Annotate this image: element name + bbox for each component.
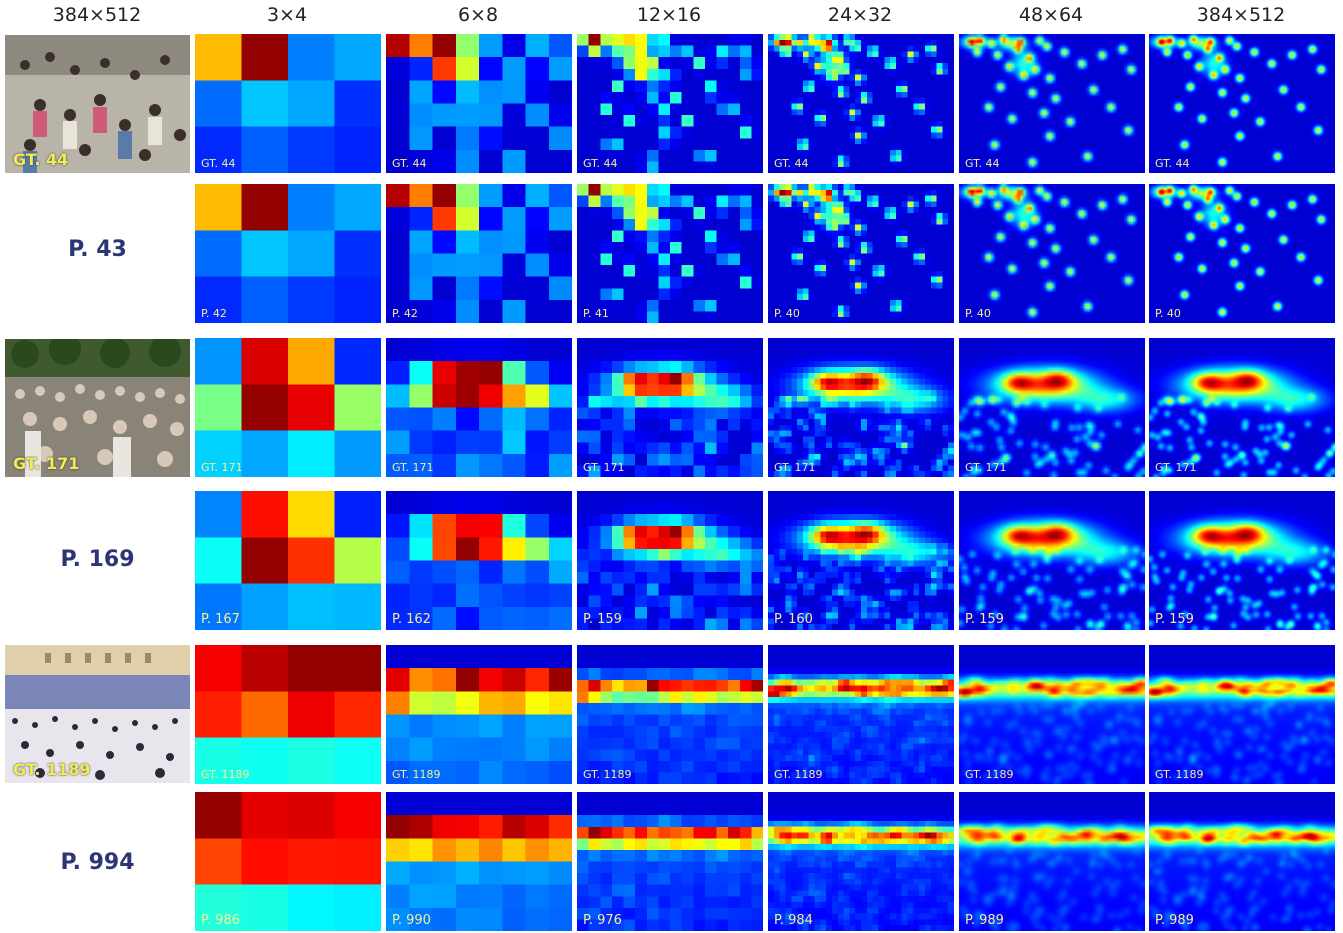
- density-map: P. 42: [195, 184, 381, 323]
- map-count-label: GT. 1189: [583, 768, 632, 781]
- density-map: P. 990: [386, 792, 572, 931]
- map-count-label: P. 984: [774, 913, 813, 928]
- crowd-photo-image: [5, 35, 190, 173]
- density-map: P. 41: [577, 184, 763, 323]
- header-full-res: 384×512: [1196, 4, 1286, 26]
- density-map: P. 162: [386, 491, 572, 630]
- map-count-label: GT. 1189: [392, 768, 441, 781]
- map-count-label: P. 162: [392, 612, 431, 627]
- map-count-label: GT. 1189: [1155, 768, 1204, 781]
- prediction-count: P. 994: [60, 850, 135, 875]
- map-count-label: P. 989: [1155, 913, 1194, 928]
- map-count-label: P. 42: [201, 307, 227, 320]
- density-map: GT. 1189: [195, 645, 381, 784]
- map-count-label: P. 160: [774, 612, 813, 627]
- density-map: GT. 171: [1149, 338, 1335, 477]
- gt-count-label: GT. 44: [13, 150, 69, 169]
- map-count-label: GT. 44: [201, 157, 236, 170]
- density-map: P. 989: [959, 792, 1145, 931]
- map-count-label: GT. 1189: [774, 768, 823, 781]
- density-map: P. 159: [577, 491, 763, 630]
- density-map: GT. 171: [195, 338, 381, 477]
- density-map: GT. 1189: [386, 645, 572, 784]
- map-count-label: P. 976: [583, 913, 622, 928]
- prediction-count: P. 169: [60, 547, 135, 572]
- map-count-label: P. 167: [201, 612, 240, 627]
- map-count-label: P. 159: [965, 612, 1004, 627]
- map-count-label: GT. 1189: [965, 768, 1014, 781]
- map-count-label: GT. 44: [774, 157, 809, 170]
- density-map: GT. 171: [959, 338, 1145, 477]
- density-map: P. 167: [195, 491, 381, 630]
- map-count-label: P. 159: [1155, 612, 1194, 627]
- map-count-label: P. 41: [583, 307, 609, 320]
- density-map: GT. 171: [577, 338, 763, 477]
- density-map: GT. 1189: [959, 645, 1145, 784]
- crowd-photo-image: [5, 645, 190, 783]
- density-map: GT. 1189: [768, 645, 954, 784]
- map-count-label: P. 40: [1155, 307, 1181, 320]
- header-24x32: 24×32: [827, 4, 893, 26]
- density-map: GT. 171: [386, 338, 572, 477]
- map-count-label: GT. 171: [1155, 461, 1197, 474]
- density-map: GT. 44: [386, 34, 572, 173]
- density-map: GT. 1189: [577, 645, 763, 784]
- gt-count-label: GT. 1189: [13, 760, 91, 779]
- density-map: GT. 44: [959, 34, 1145, 173]
- density-map: P. 42: [386, 184, 572, 323]
- crowd-photo-1: GT. 44: [5, 35, 190, 173]
- header-input-image: 384×512: [52, 4, 142, 26]
- header-3x4: 3×4: [266, 4, 308, 26]
- map-count-label: P. 40: [965, 307, 991, 320]
- map-count-label: GT. 171: [201, 461, 243, 474]
- crowd-photo-image: [5, 339, 190, 477]
- density-map: P. 40: [959, 184, 1145, 323]
- prediction-count: P. 43: [68, 237, 127, 262]
- density-map: GT. 44: [1149, 34, 1335, 173]
- map-count-label: GT. 171: [965, 461, 1007, 474]
- density-map: GT. 1189: [1149, 645, 1335, 784]
- map-count-label: GT. 171: [392, 461, 434, 474]
- map-count-label: GT. 171: [774, 461, 816, 474]
- header-48x64: 48×64: [1018, 4, 1084, 26]
- density-map: P. 40: [1149, 184, 1335, 323]
- gt-count-label: GT. 171: [13, 454, 80, 473]
- density-map: P. 986: [195, 792, 381, 931]
- density-map: P. 40: [768, 184, 954, 323]
- map-count-label: GT. 1189: [201, 768, 250, 781]
- map-count-label: GT. 44: [965, 157, 1000, 170]
- map-count-label: P. 990: [392, 913, 431, 928]
- map-count-label: P. 986: [201, 913, 240, 928]
- density-map: P. 159: [1149, 491, 1335, 630]
- density-map: GT. 44: [768, 34, 954, 173]
- map-count-label: GT. 44: [392, 157, 427, 170]
- header-12x16: 12×16: [636, 4, 702, 26]
- density-map: P. 984: [768, 792, 954, 931]
- density-map: P. 160: [768, 491, 954, 630]
- map-count-label: P. 989: [965, 913, 1004, 928]
- density-map: GT. 171: [768, 338, 954, 477]
- crowd-photo-3: GT. 1189: [5, 645, 190, 783]
- map-count-label: P. 159: [583, 612, 622, 627]
- density-map: P. 976: [577, 792, 763, 931]
- density-map: GT. 44: [577, 34, 763, 173]
- map-count-label: P. 40: [774, 307, 800, 320]
- map-count-label: GT. 171: [583, 461, 625, 474]
- map-count-label: P. 42: [392, 307, 418, 320]
- map-count-label: GT. 44: [583, 157, 618, 170]
- density-map: P. 989: [1149, 792, 1335, 931]
- map-count-label: GT. 44: [1155, 157, 1190, 170]
- density-map: GT. 44: [195, 34, 381, 173]
- density-map: P. 159: [959, 491, 1145, 630]
- header-6x8: 6×8: [457, 4, 499, 26]
- crowd-photo-2: GT. 171: [5, 339, 190, 477]
